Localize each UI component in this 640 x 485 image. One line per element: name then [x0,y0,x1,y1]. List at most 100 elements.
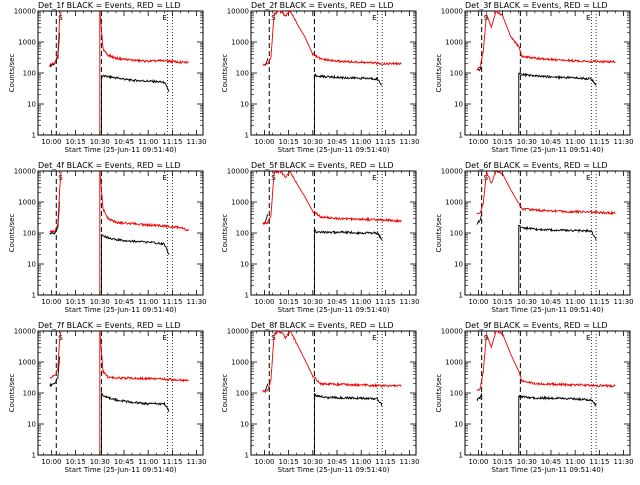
x-tick-label: 11:15 [589,138,609,146]
y-tick-label: 100 [450,390,463,398]
y-tick-label: 100 [23,390,36,398]
x-tick-label: 11:30 [613,458,633,466]
y-tick-label: 1 [245,292,249,300]
end-marker-label: E [372,14,376,22]
end-marker-label: E [162,174,166,182]
x-tick-label: 11:00 [138,138,158,146]
series-line-events [101,74,170,92]
x-tick-label: 10:00 [41,298,61,306]
y-tick-label: 100 [450,70,463,78]
x-tick-label: 10:00 [254,138,274,146]
series-line-lld [99,170,189,232]
plot-frame [37,170,204,296]
series-line-events [49,201,60,236]
series-line-lld [99,10,189,65]
x-tick-label: 10:15 [279,458,299,466]
plot-frame [464,170,631,296]
y-tick-label: 1000 [445,199,463,207]
x-tick-label: 11:15 [375,458,395,466]
x-tick-label: 11:30 [186,138,206,146]
series-line-lld [476,10,616,71]
y-tick-label: 100 [23,70,36,78]
x-tick-label: 11:00 [351,298,371,306]
x-tick-label: 11:00 [565,298,585,306]
series-line-lld [49,330,62,379]
x-tick-label: 11:15 [375,298,395,306]
x-axis-label: Start Time (25-Jun-11 09:51:40) [492,466,604,474]
x-tick-label: 11:00 [351,138,371,146]
x-tick-label: 10:15 [66,138,86,146]
y-tick-label: 1000 [18,199,36,207]
y-tick-label: 10 [454,421,463,429]
y-tick-label: 10000 [14,168,36,176]
series-line-lld [99,330,189,383]
y-axis-label: Counts/sec [8,214,16,253]
series-line-events [264,383,269,394]
end-marker-label: E [586,174,590,182]
y-axis-label: Counts/sec [8,54,16,93]
chart-panel-6: Det_6f BLACK = Events, RED = LLD 1 10 100 10… [435,161,634,314]
series-line-events [101,233,170,255]
x-axis-label: Start Time (25-Jun-11 09:51:40) [65,146,177,154]
x-tick-label: 10:30 [303,458,323,466]
x-tick-label: 10:30 [517,458,537,466]
x-tick-label: 10:30 [303,138,323,146]
y-tick-label: 10 [240,101,249,109]
y-tick-label: 1000 [18,39,36,47]
x-tick-label: 10:00 [468,138,488,146]
chart-panel-5: Det_5f BLACK = Events, RED = LLD 1 10 100 10… [221,161,420,314]
x-axis-label: Start Time (25-Jun-11 09:51:40) [278,146,390,154]
x-tick-label: 10:30 [303,298,323,306]
x-tick-label: 10:30 [90,298,110,306]
series-line-events [313,393,383,407]
y-tick-label: 1 [32,452,36,460]
chart-title: Det_2f BLACK = Events, RED = LLD [251,1,394,10]
chart-title: Det_4f BLACK = Events, RED = LLD [38,161,181,170]
plot-frame [250,170,417,296]
x-tick-label: 10:00 [254,458,274,466]
plot-frame [37,330,204,456]
y-tick-label: 10 [27,261,36,269]
x-tick-label: 10:30 [517,138,537,146]
x-tick-label: 10:45 [114,458,134,466]
y-tick-label: 100 [450,230,463,238]
x-tick-label: 11:30 [186,458,206,466]
series-line-events [476,214,483,225]
x-tick-label: 10:00 [468,458,488,466]
y-tick-label: 1 [32,132,36,140]
x-tick-label: 10:15 [279,298,299,306]
series-line-events [518,71,597,86]
y-tick-label: 10000 [227,8,249,16]
x-tick-label: 11:15 [162,458,182,466]
x-axis-label: Start Time (25-Jun-11 09:51:40) [65,306,177,314]
x-axis-label: Start Time (25-Jun-11 09:51:40) [492,146,604,154]
x-tick-label: 10:45 [114,138,134,146]
x-tick-label: 10:30 [517,298,537,306]
y-tick-label: 1000 [445,359,463,367]
y-tick-label: 1000 [231,199,249,207]
series-line-events [49,356,60,388]
y-tick-label: 1 [459,292,463,300]
x-tick-label: 10:15 [493,138,513,146]
chart-title: Det_5f BLACK = Events, RED = LLD [251,161,394,170]
y-axis-label: Counts/sec [435,54,443,93]
end-marker-label: E [586,334,590,342]
end-marker-label: E [162,334,166,342]
y-tick-label: 10 [454,261,463,269]
y-tick-label: 1 [245,132,249,140]
y-tick-label: 10000 [441,8,463,16]
y-tick-label: 1000 [445,39,463,47]
series-line-events [264,214,269,224]
x-axis-label: Start Time (25-Jun-11 09:51:40) [65,466,177,474]
start-marker-label: S [58,334,63,342]
chart-panel-7: Det_7f BLACK = Events, RED = LLD 1 10 100 10… [8,321,207,474]
y-axis-label: Counts/sec [221,374,229,413]
x-tick-label: 11:00 [138,298,158,306]
end-marker-label: E [586,14,590,22]
x-tick-label: 10:15 [66,458,86,466]
x-tick-label: 10:45 [541,138,561,146]
y-tick-label: 100 [23,230,36,238]
end-marker-label: E [372,174,376,182]
start-marker-label: S [58,14,63,22]
y-tick-label: 10 [27,421,36,429]
